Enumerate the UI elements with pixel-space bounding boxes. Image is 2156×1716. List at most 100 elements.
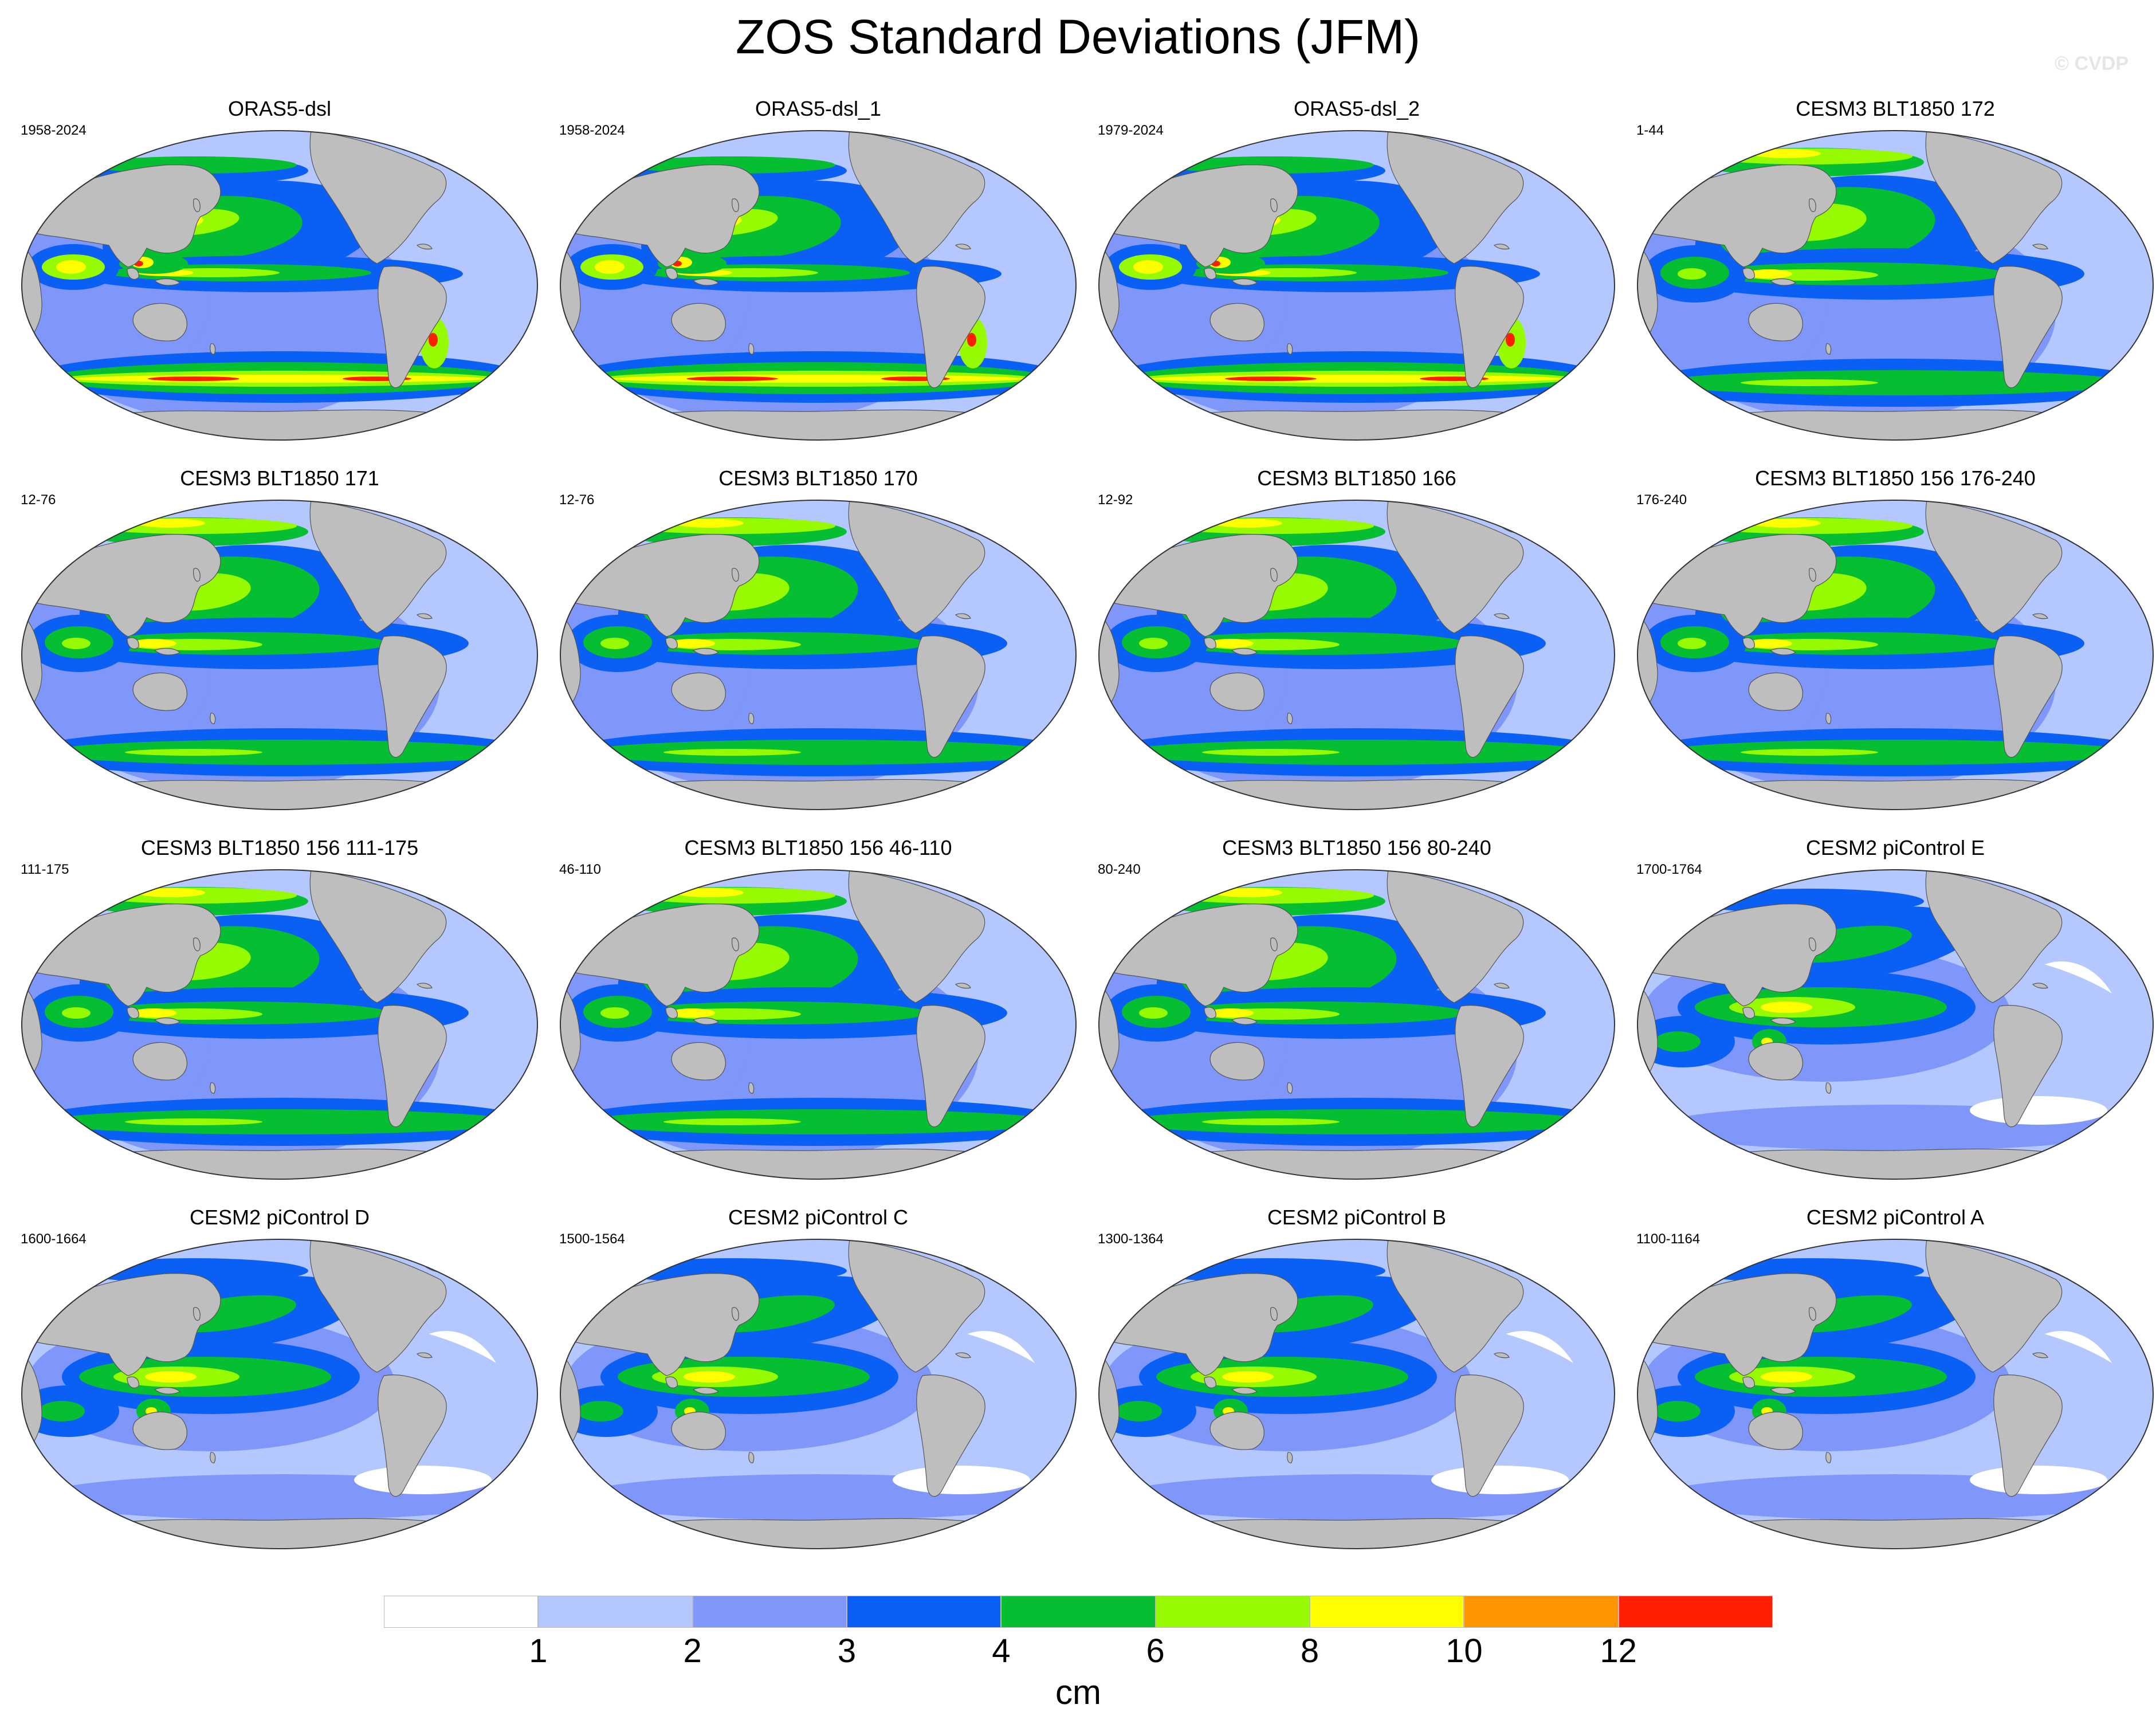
panel-year-range: 1958-2024 [21,123,87,138]
borneo-land [665,268,678,280]
north-america-land [848,500,985,634]
japan-land [193,1307,201,1321]
variability-patch [62,638,91,649]
robinson-map [21,1239,538,1549]
new-guinea-land [1231,647,1258,655]
map-panel: CESM3 BLT1850 172 1-44 [1626,97,2156,453]
cvdp-watermark: © CVDP [2055,53,2128,74]
nz-land [748,343,755,355]
panel-title: CESM3 BLT1850 156 111-175 [140,836,419,859]
nz-land [1287,343,1293,355]
south-america-land [378,266,447,388]
antarctica-land [1167,1518,1548,1549]
variability-patch [663,1118,801,1125]
caribbean-land [2032,613,2048,619]
borneo-land [1204,637,1216,650]
variability-patch [967,333,976,347]
north-america-land [309,131,447,264]
colorbar-boxes [384,1596,1773,1629]
variability-patch [125,749,262,756]
map-outline [1098,1239,1615,1549]
australia-land [1209,672,1264,711]
caribbean-land [2032,1352,2048,1358]
variability-patch [131,1008,176,1018]
map-panel: ORAS5-dsl_1 1958-2024 [549,97,1087,453]
new-guinea-land [692,647,720,655]
robinson-map [21,869,538,1180]
variability-patch [56,260,86,274]
panel-title: CESM3 BLT1850 166 [1257,466,1456,490]
variability-patch [131,639,176,648]
map-outline [1098,869,1615,1180]
panel-title: CESM3 BLT1850 156 46-110 [684,836,952,859]
variability-patch [669,639,715,648]
australia-land [132,672,187,711]
robinson-map [21,500,538,810]
variability-patch [1678,638,1706,649]
south-america-land [1993,1375,2063,1497]
map-outline [1098,130,1615,441]
variability-patch [578,1401,623,1422]
robinson-map [560,869,1077,1180]
south-america-land [378,1005,447,1128]
map-panel: CESM3 BLT1850 156 176-240 176-240 [1626,467,2156,822]
north-america-land [1925,500,2063,634]
japan-land [1809,1307,1816,1321]
variability-patch [1214,888,1282,897]
north-america-land [1925,1239,2063,1373]
panel-year-range: 1500-1564 [559,1231,625,1247]
japan-land [1809,937,1816,952]
map-panel: CESM3 BLT1850 171 12-76 [10,467,549,822]
north-america-land [1387,870,1524,1003]
antarctica-land [90,779,470,810]
caribbean-land [955,983,971,989]
panel-title: CESM3 BLT1850 170 [718,466,918,490]
nz-land [1287,1082,1293,1094]
south-america-land [1993,1005,2063,1128]
colorbar-swatch [1155,1596,1310,1628]
nz-land [210,1082,216,1094]
japan-land [1270,1307,1278,1321]
variability-patch [1208,1008,1254,1018]
variability-patch [1150,375,1563,383]
borneo-land [127,637,139,650]
australia-land [132,303,187,341]
antarctica-land [629,779,1009,810]
variability-patch [1970,1096,2107,1125]
map-outline [560,869,1077,1180]
nz-land [1287,713,1293,724]
map-panel: CESM2 piControl A 1100-1164 [1626,1206,2156,1561]
south-america-land [1993,635,2063,758]
south-america-land [916,266,985,388]
japan-land [732,198,739,213]
australia-land [1209,1411,1264,1450]
north-america-land [1925,131,2063,264]
colorbar-units: cm [1055,1673,1101,1711]
map-panel: ORAS5-dsl_2 1979-2024 [1087,97,1626,453]
variability-patch [429,333,438,347]
borneo-land [1742,637,1755,650]
borneo-land [127,268,139,280]
panel-year-range: 12-92 [1098,492,1133,508]
caribbean-land [955,244,971,250]
japan-land [732,937,739,952]
map-outline [1637,130,2154,441]
map-panel: CESM3 BLT1850 156 46-110 46-110 [549,837,1087,1192]
new-guinea-land [154,1017,181,1025]
new-guinea-land [1231,1387,1258,1395]
variability-patch [145,1371,197,1383]
map-panel: CESM3 BLT1850 156 80-240 80-240 [1087,837,1626,1192]
robinson-map [1098,869,1615,1180]
caribbean-land [1493,983,1510,989]
colorbar-tick-label: 2 [683,1632,702,1670]
new-guinea-land [154,278,181,286]
robinson-map [1637,1239,2154,1549]
nz-land [210,1452,216,1463]
nz-land [1287,1452,1293,1463]
map-outline [560,130,1077,441]
panel-title: CESM2 piControl D [189,1205,370,1229]
variability-patch [1678,268,1706,280]
australia-land [671,303,726,341]
variability-patch [1133,260,1163,274]
variability-patch [1752,149,1821,158]
